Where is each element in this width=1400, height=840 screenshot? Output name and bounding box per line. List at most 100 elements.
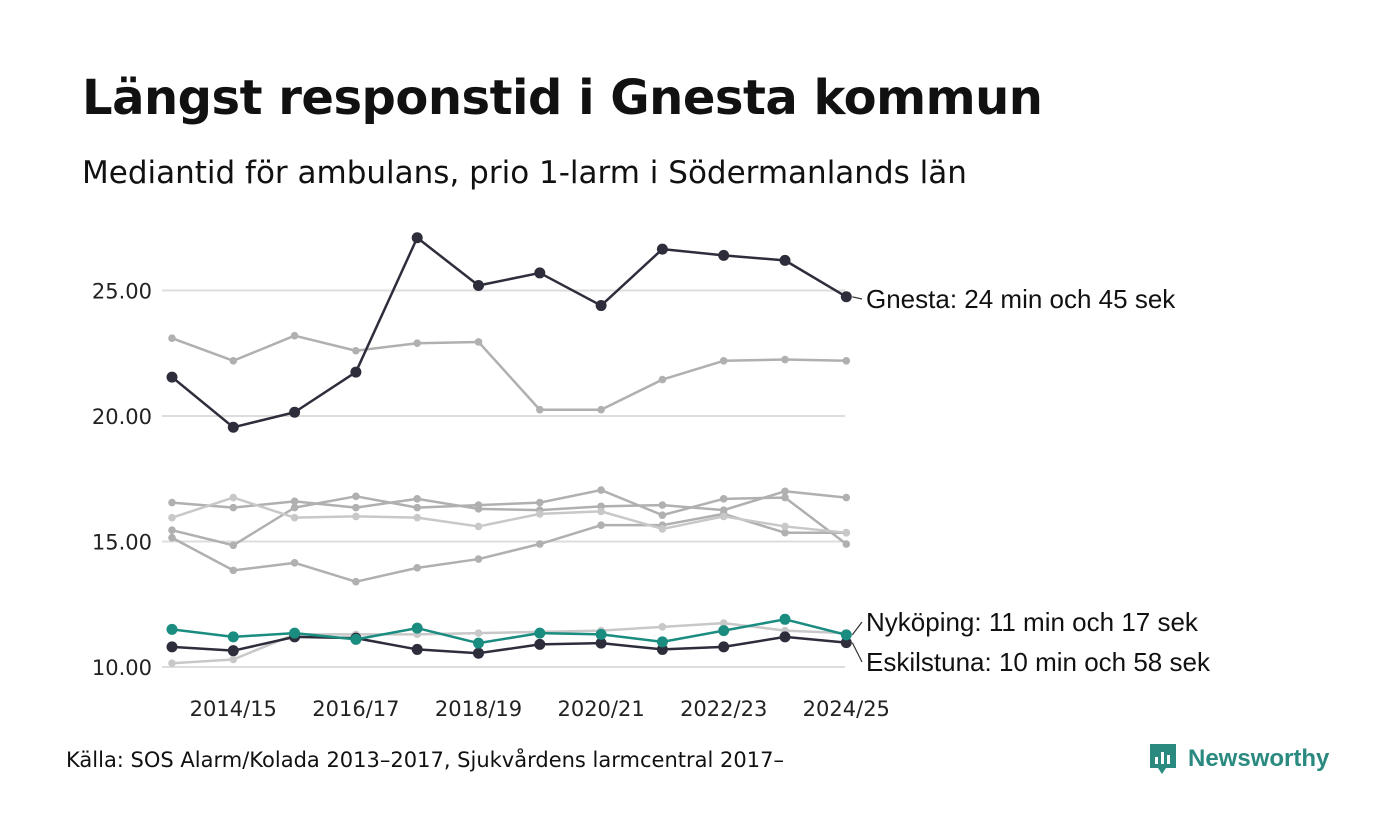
data-point bbox=[658, 511, 667, 519]
data-point bbox=[229, 541, 238, 550]
grid-group: 10.00 15.00 20.00 25.00 bbox=[92, 280, 845, 680]
data-point bbox=[166, 371, 178, 383]
series-other-municipality bbox=[168, 331, 851, 414]
series-other-municipality bbox=[168, 486, 851, 550]
data-point bbox=[474, 629, 483, 637]
data-point bbox=[290, 331, 299, 340]
data-point bbox=[473, 647, 484, 659]
data-point bbox=[842, 356, 851, 365]
data-point bbox=[781, 493, 789, 502]
data-point bbox=[842, 528, 851, 537]
data-point bbox=[229, 503, 238, 512]
data-point bbox=[413, 564, 422, 572]
data-point bbox=[718, 249, 730, 261]
data-point bbox=[779, 254, 791, 266]
x-axis: 2014/15 2016/17 2018/19 2020/21 2022/23 2024/… bbox=[190, 697, 890, 721]
brand-logo[interactable]: Newsworthy bbox=[1148, 742, 1329, 776]
data-point bbox=[352, 503, 360, 512]
label-connector-gnesta bbox=[852, 296, 863, 300]
data-point bbox=[474, 555, 483, 563]
data-point bbox=[719, 495, 728, 503]
x-tick-label: 2014/15 bbox=[190, 697, 277, 721]
data-point bbox=[779, 631, 791, 643]
data-point bbox=[474, 501, 483, 509]
data-point bbox=[840, 629, 852, 641]
data-point bbox=[658, 525, 667, 533]
data-point bbox=[290, 497, 299, 506]
data-point bbox=[168, 526, 176, 535]
data-point bbox=[229, 655, 238, 664]
data-point bbox=[352, 492, 360, 501]
data-point bbox=[656, 243, 668, 255]
data-point bbox=[290, 513, 299, 522]
data-point bbox=[840, 637, 852, 649]
data-point bbox=[413, 503, 422, 512]
data-point bbox=[779, 613, 791, 625]
data-point bbox=[473, 637, 484, 649]
data-point bbox=[290, 559, 299, 567]
series-line bbox=[171, 496, 847, 534]
data-point bbox=[352, 512, 360, 521]
x-tick-label: 2018/19 bbox=[435, 697, 522, 721]
data-point bbox=[227, 645, 239, 657]
data-point bbox=[229, 566, 238, 575]
data-point bbox=[781, 522, 789, 531]
x-tick-label: 2016/17 bbox=[312, 697, 399, 721]
newsworthy-logo-icon bbox=[1150, 744, 1176, 774]
data-point bbox=[352, 346, 360, 355]
data-point bbox=[168, 533, 176, 542]
data-point bbox=[536, 510, 544, 518]
data-point bbox=[536, 405, 544, 414]
data-point bbox=[473, 279, 484, 291]
data-point bbox=[658, 375, 667, 384]
data-point bbox=[656, 643, 668, 655]
end-label-nyk-ping: Nyköping: 11 min och 17 sek bbox=[866, 607, 1199, 637]
series-line bbox=[171, 618, 847, 645]
y-tick-label: 10.00 bbox=[92, 656, 152, 680]
data-point bbox=[168, 334, 176, 342]
source-note: Källa: SOS Alarm/Kolada 2013–2017, Sjukv… bbox=[66, 748, 784, 772]
y-tick-label: 25.00 bbox=[92, 280, 152, 304]
data-point bbox=[842, 493, 851, 502]
data-point bbox=[536, 498, 544, 507]
data-point bbox=[656, 636, 668, 648]
series-nyk-ping bbox=[166, 613, 852, 649]
series-line bbox=[171, 236, 847, 429]
series-other-municipality bbox=[168, 487, 851, 514]
data-point bbox=[413, 513, 422, 522]
series-line bbox=[171, 488, 848, 547]
data-point bbox=[411, 232, 423, 244]
chart-title: Längst responstid i Gnesta kommun bbox=[82, 70, 1043, 126]
series-line bbox=[171, 635, 847, 655]
data-point bbox=[413, 495, 422, 503]
data-point bbox=[168, 498, 176, 507]
y-tick-label: 15.00 bbox=[92, 531, 152, 555]
data-point bbox=[352, 577, 360, 586]
data-point bbox=[474, 338, 483, 346]
series-line bbox=[171, 490, 847, 512]
data-point bbox=[840, 291, 852, 303]
data-point bbox=[658, 623, 667, 631]
data-point bbox=[658, 501, 667, 509]
data-point bbox=[781, 355, 789, 364]
data-point bbox=[474, 522, 483, 531]
end-label-eskilstuna: Eskilstuna: 10 min och 58 sek bbox=[866, 647, 1211, 677]
data-point bbox=[350, 366, 362, 378]
data-point bbox=[597, 507, 605, 516]
data-point bbox=[290, 503, 299, 512]
data-point bbox=[166, 623, 178, 635]
series-other-municipality bbox=[168, 493, 851, 537]
data-point bbox=[411, 643, 423, 655]
series-line bbox=[171, 334, 847, 411]
data-point bbox=[411, 622, 423, 634]
data-point bbox=[168, 513, 176, 522]
chart-subtitle: Mediantid för ambulans, prio 1-larm i Sö… bbox=[82, 155, 967, 191]
data-point bbox=[719, 619, 728, 627]
data-point bbox=[781, 528, 789, 537]
data-point bbox=[781, 487, 789, 496]
data-point bbox=[595, 628, 607, 640]
data-point bbox=[842, 540, 851, 548]
data-point bbox=[718, 641, 730, 653]
data-point bbox=[289, 406, 301, 418]
